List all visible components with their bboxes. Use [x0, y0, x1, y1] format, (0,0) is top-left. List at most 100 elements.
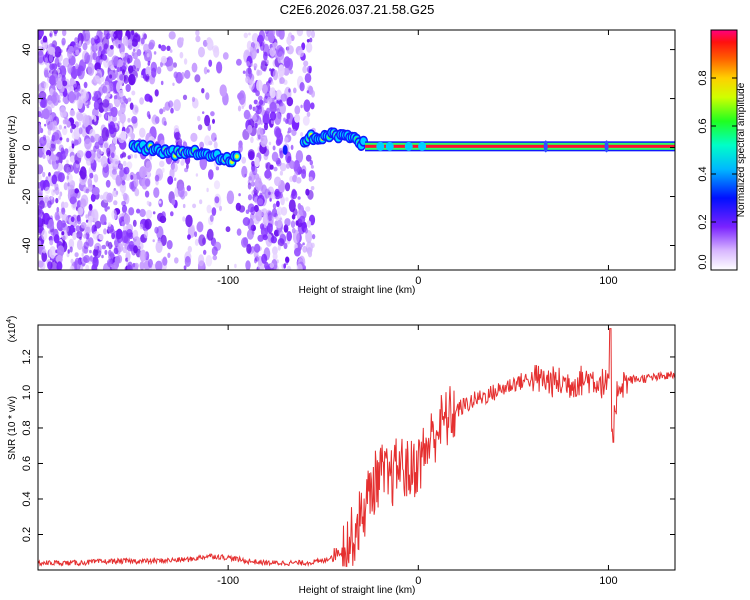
colorbar-tick-label: 0.6 [697, 118, 709, 133]
spectrogram-cell [75, 63, 79, 70]
spectrogram-cell [187, 234, 191, 240]
spectrogram-cell [67, 249, 70, 254]
spectrogram-cell [301, 168, 307, 179]
spectrogram-cell [54, 183, 59, 191]
spectrogram-cell [211, 133, 216, 141]
spectrogram-cell [100, 214, 107, 226]
spectrogram-cell [236, 228, 242, 236]
spectrogram-cell [259, 41, 265, 52]
spectrogram-cell [167, 252, 171, 258]
spectrogram-cell [222, 52, 229, 60]
spectrogram-cell [146, 111, 151, 118]
spectrogram-cell [61, 126, 68, 136]
spectrogram-cell [44, 123, 47, 127]
spectrogram-cell [254, 177, 262, 191]
spectrogram-cell [74, 257, 81, 270]
spectrogram-cell [251, 160, 255, 167]
spectrogram-cell [287, 131, 290, 134]
spectrogram-cell [49, 33, 52, 37]
spectrogram-cell [48, 53, 54, 63]
spectrogram-cell [113, 247, 119, 255]
spectrogram-cell [159, 160, 165, 168]
spectrogram-cell [291, 189, 298, 200]
spectrogram-cell [118, 44, 121, 49]
spectrogram-cell [139, 261, 145, 270]
spectrogram-x-tick-label: 100 [599, 275, 617, 287]
spectrogram-cell [93, 133, 101, 142]
spectrogram-cell [295, 150, 304, 163]
spectrogram-cell [259, 99, 264, 106]
spectrogram-cell [285, 261, 289, 266]
spectrogram-cell [283, 56, 291, 69]
spectrogram-cell [168, 100, 174, 108]
spectrogram-cell [269, 87, 276, 99]
spectrogram-cell [262, 213, 269, 226]
spectrogram-cell [125, 84, 131, 92]
spectrogram-cell [280, 93, 288, 102]
spectrogram-cell [310, 165, 314, 169]
spectrogram-cell [300, 104, 303, 109]
spectrogram-cell [183, 190, 188, 197]
spectrogram-cell [71, 131, 78, 140]
spectrogram-cell [275, 127, 281, 137]
spectrogram-cell [279, 102, 286, 115]
spectrogram-cell [102, 54, 108, 61]
spectrogram-cell [305, 206, 311, 212]
spectrogram-cell [117, 120, 121, 126]
spectrogram-cell [61, 207, 66, 215]
spectrogram-cell [46, 149, 52, 157]
spectrogram-x-axis-title: Height of straight line (km) [299, 285, 416, 296]
spectrogram-cell [174, 257, 179, 264]
spectrogram-cell [211, 246, 218, 256]
spectrogram-cell [106, 147, 111, 155]
spectrogram-cell [249, 46, 253, 51]
spectrogram-cell [159, 108, 164, 115]
spectrogram-cell [311, 30, 315, 39]
spectrogram-cell [173, 99, 181, 112]
spectrogram-cell [86, 104, 90, 109]
spectrogram-cell [247, 149, 255, 159]
spectrogram-cell [213, 46, 220, 58]
spectrogram-cell [257, 70, 263, 76]
spectrogram-cell [87, 237, 94, 247]
spectrogram-cell [241, 106, 244, 109]
spectrogram-cell [279, 233, 287, 244]
spectrogram-cell [87, 100, 91, 106]
spectrogram-cell [63, 125, 67, 129]
spectrogram-cell [264, 169, 272, 179]
spectrogram-cell [79, 198, 87, 208]
spectrogram-cell [77, 85, 81, 92]
spectrogram-cell [119, 66, 123, 72]
spectrogram-cell [85, 188, 90, 194]
spectrogram-cell [105, 240, 110, 247]
spectrogram-cell [57, 245, 65, 257]
spectrogram-cell [191, 62, 198, 73]
colorbar-title: Normalized spectral amplitude [736, 82, 747, 217]
spectrogram-cell [140, 74, 143, 78]
spectrogram-cell [50, 196, 53, 200]
spectrogram-cell [248, 176, 252, 181]
spectrogram-cell [297, 49, 304, 58]
spectrogram-cell [90, 193, 96, 202]
spectrogram-cell [122, 69, 125, 75]
spectrogram-cell [48, 219, 55, 230]
spectrogram-cell [83, 30, 91, 42]
spectrogram-cell [65, 151, 68, 157]
ridge-blob-outer [282, 145, 288, 155]
spectrogram-cell [280, 206, 288, 216]
spectrogram-cell [283, 242, 288, 250]
spectrogram-cell [170, 162, 178, 173]
spectrogram-cell [285, 197, 289, 202]
spectrogram-cell [276, 200, 280, 207]
spectrogram-cell [284, 182, 291, 192]
spectrogram-cell [195, 35, 201, 43]
spectrogram-cell [299, 215, 306, 224]
spectrogram-cell [266, 96, 273, 105]
spectrogram-cell [268, 79, 271, 84]
spectrogram-cell [189, 224, 195, 234]
spectrogram-cell [46, 62, 51, 69]
spectrogram-cell [184, 256, 191, 267]
spectrogram-cell [241, 165, 248, 178]
spectrogram-cell [39, 30, 44, 37]
spectrogram-cell [154, 226, 159, 234]
